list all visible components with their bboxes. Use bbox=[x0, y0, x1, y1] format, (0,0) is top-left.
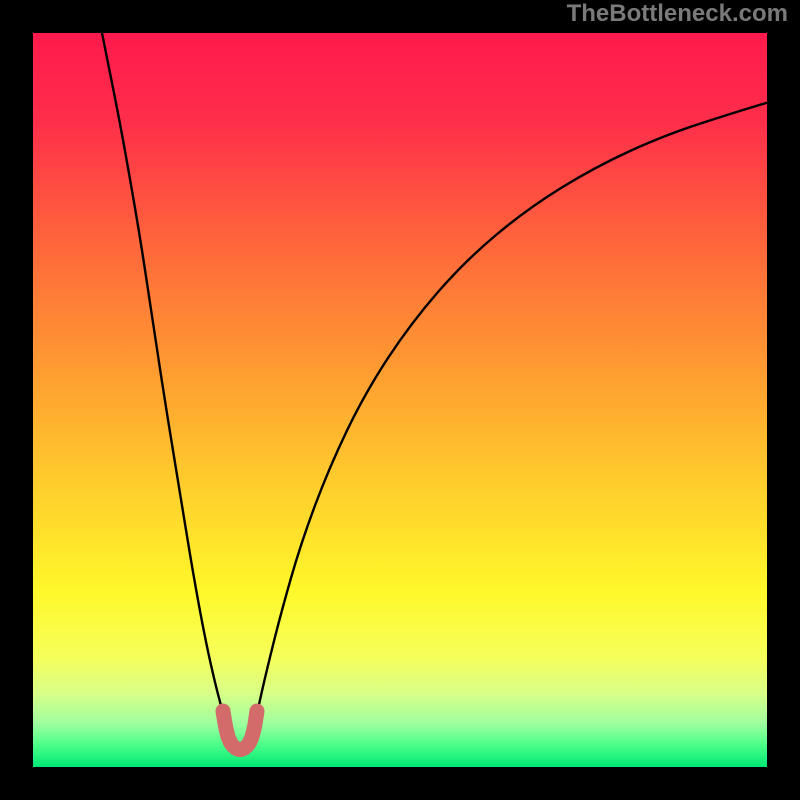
plot-frame bbox=[33, 33, 767, 767]
watermark-text: TheBottleneck.com bbox=[567, 0, 788, 28]
gradient-background bbox=[33, 33, 767, 767]
